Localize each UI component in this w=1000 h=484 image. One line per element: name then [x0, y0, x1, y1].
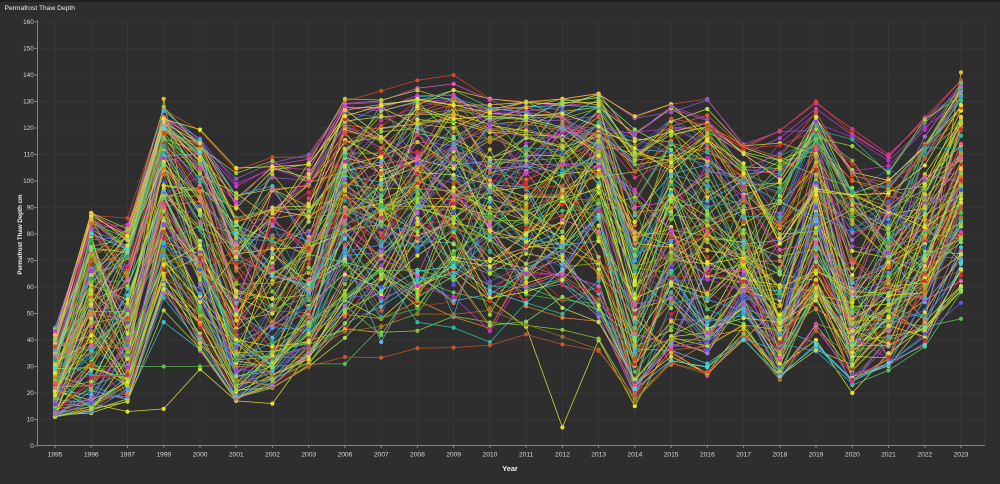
svg-text:Permafrost Thaw Depth cm: Permafrost Thaw Depth cm — [17, 194, 24, 275]
svg-text:90: 90 — [27, 205, 35, 212]
svg-text:2016: 2016 — [700, 452, 715, 459]
svg-text:2006: 2006 — [338, 452, 353, 459]
svg-text:1996: 1996 — [84, 452, 99, 459]
svg-text:2019: 2019 — [809, 452, 824, 459]
svg-text:2013: 2013 — [591, 452, 606, 459]
svg-text:110: 110 — [24, 152, 35, 159]
svg-text:2020: 2020 — [845, 452, 860, 459]
svg-text:160: 160 — [23, 19, 34, 26]
svg-text:2018: 2018 — [772, 452, 787, 459]
svg-text:1997: 1997 — [120, 452, 135, 459]
svg-text:60: 60 — [27, 284, 35, 291]
svg-text:2009: 2009 — [446, 452, 461, 459]
svg-text:30: 30 — [27, 364, 35, 371]
svg-text:2002: 2002 — [265, 452, 280, 459]
svg-text:140: 140 — [23, 72, 34, 79]
svg-text:2003: 2003 — [301, 452, 316, 459]
svg-text:Year: Year — [502, 464, 518, 473]
svg-text:2021: 2021 — [881, 452, 896, 459]
svg-text:1999: 1999 — [156, 452, 171, 459]
svg-text:100: 100 — [23, 178, 34, 185]
svg-text:120: 120 — [23, 125, 34, 132]
svg-text:2011: 2011 — [519, 452, 534, 459]
svg-text:20: 20 — [27, 390, 35, 397]
svg-text:2008: 2008 — [410, 452, 425, 459]
svg-text:70: 70 — [27, 258, 35, 265]
svg-text:Permafrost Thaw Depth: Permafrost Thaw Depth — [5, 5, 76, 12]
svg-text:50: 50 — [27, 311, 35, 318]
svg-text:2014: 2014 — [627, 452, 642, 459]
svg-text:2023: 2023 — [954, 452, 969, 459]
svg-text:2022: 2022 — [917, 452, 932, 459]
svg-text:2001: 2001 — [229, 452, 244, 459]
svg-text:80: 80 — [27, 231, 35, 238]
svg-text:0: 0 — [30, 443, 34, 450]
svg-text:150: 150 — [23, 46, 34, 53]
svg-text:2012: 2012 — [555, 452, 570, 459]
svg-text:40: 40 — [27, 337, 35, 344]
svg-text:130: 130 — [23, 99, 34, 106]
svg-text:1995: 1995 — [48, 452, 63, 459]
svg-text:2007: 2007 — [374, 452, 389, 459]
svg-text:10: 10 — [27, 417, 35, 424]
svg-text:2017: 2017 — [736, 452, 751, 459]
svg-text:2000: 2000 — [193, 452, 208, 459]
svg-text:2015: 2015 — [664, 452, 679, 459]
svg-text:2010: 2010 — [483, 452, 498, 459]
